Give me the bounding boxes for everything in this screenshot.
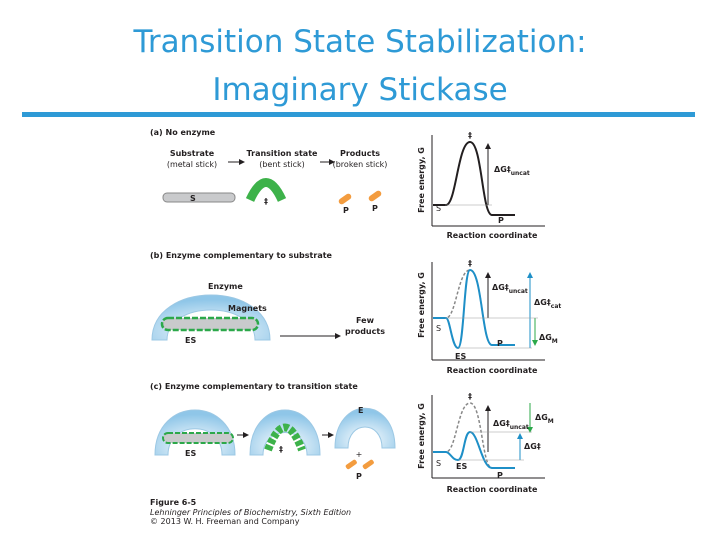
caption: © 2013 W. H. Freeman and Company: [150, 517, 300, 526]
energy-curve: [433, 140, 515, 216]
caption: Lehninger Principles of Biochemistry, Si…: [150, 508, 351, 517]
label: ΔG‡: [534, 298, 551, 307]
panel-label: (c) Enzyme complementary to transition s…: [150, 382, 358, 391]
label: ‡: [468, 392, 472, 401]
label: ΔG‡uncat: [492, 283, 528, 295]
label: S: [436, 324, 441, 333]
axis-label: Free energy, G: [417, 272, 426, 338]
panel-label: (b) Enzyme complementary to substrate: [150, 251, 333, 260]
broken-stick: [368, 190, 382, 202]
axis-label: Free energy, G: [417, 403, 426, 469]
label: Enzyme: [208, 282, 243, 291]
bent-stick: [264, 423, 306, 452]
energy-curve-cat: [433, 430, 515, 469]
label: P: [372, 204, 378, 213]
enzyme: [334, 407, 396, 449]
label: (metal stick): [167, 160, 217, 169]
label: ES: [185, 336, 196, 345]
label: ΔG‡uncat: [493, 419, 529, 431]
label: ΔG: [535, 413, 548, 422]
label: ΔGM: [535, 413, 554, 425]
label: E: [358, 406, 363, 415]
label: Transition state: [247, 149, 318, 158]
title: Imaginary Stickase: [212, 72, 507, 108]
title: Transition State Stabilization:: [132, 24, 586, 60]
broken-stick: [338, 193, 352, 205]
label: ‡: [468, 259, 472, 268]
title-rule: [22, 112, 695, 117]
label: P: [497, 339, 503, 348]
label: ES: [185, 449, 196, 458]
label: S: [436, 204, 441, 213]
label: ΔG‡cat: [534, 298, 561, 310]
energy-curve-uncat: [433, 402, 493, 469]
label: products: [345, 327, 385, 336]
axis-label: Free energy, G: [417, 147, 426, 213]
label: Magnets: [228, 304, 267, 313]
label: P: [498, 216, 504, 225]
label: ‡: [264, 197, 268, 206]
broken-stick: [362, 459, 374, 470]
label: ΔGM: [539, 333, 558, 345]
broken-stick: [345, 459, 357, 470]
label: ‡: [279, 445, 283, 454]
label: P: [356, 472, 362, 481]
axis-label: Reaction coordinate: [447, 485, 538, 494]
label: ΔG: [539, 333, 552, 342]
label: (broken stick): [333, 160, 388, 169]
panel-label: (a) No enzyme: [150, 128, 216, 137]
label: ΔG‡: [494, 165, 511, 174]
figure: (a) No enzyme Substrate (metal stick) Tr…: [150, 128, 561, 526]
stick-with-magnets: [160, 316, 260, 332]
caption: Figure 6-5: [150, 498, 197, 507]
enzyme: [151, 294, 271, 341]
subscript: M: [548, 418, 554, 425]
label: (bent stick): [259, 160, 305, 169]
axis-label: Reaction coordinate: [447, 231, 538, 240]
label: ΔG‡: [492, 283, 509, 292]
subscript: uncat: [509, 288, 528, 295]
label: P: [497, 471, 503, 480]
subscript: uncat: [510, 424, 529, 431]
subscript: uncat: [511, 170, 530, 177]
label: ΔG‡: [493, 419, 510, 428]
label: ‡: [468, 131, 472, 140]
enzyme: [249, 409, 321, 456]
label: ΔG‡uncat: [494, 165, 530, 177]
label: Few: [356, 316, 375, 325]
label: P: [343, 206, 349, 215]
label: ES: [456, 462, 467, 471]
bent-stick: [245, 178, 287, 203]
energy-curve-cat: [433, 268, 515, 350]
label: S: [436, 459, 441, 468]
label: S: [190, 194, 196, 203]
subscript: M: [552, 338, 558, 345]
metal-stick: [162, 192, 236, 203]
stick-with-magnets: [162, 432, 234, 444]
label: ΔG‡: [524, 442, 541, 451]
label: ES: [455, 352, 466, 361]
label: Products: [340, 149, 380, 158]
axis-label: Reaction coordinate: [447, 366, 538, 375]
subscript: cat: [551, 303, 562, 310]
label: +: [356, 450, 363, 459]
label: Substrate: [170, 149, 215, 158]
